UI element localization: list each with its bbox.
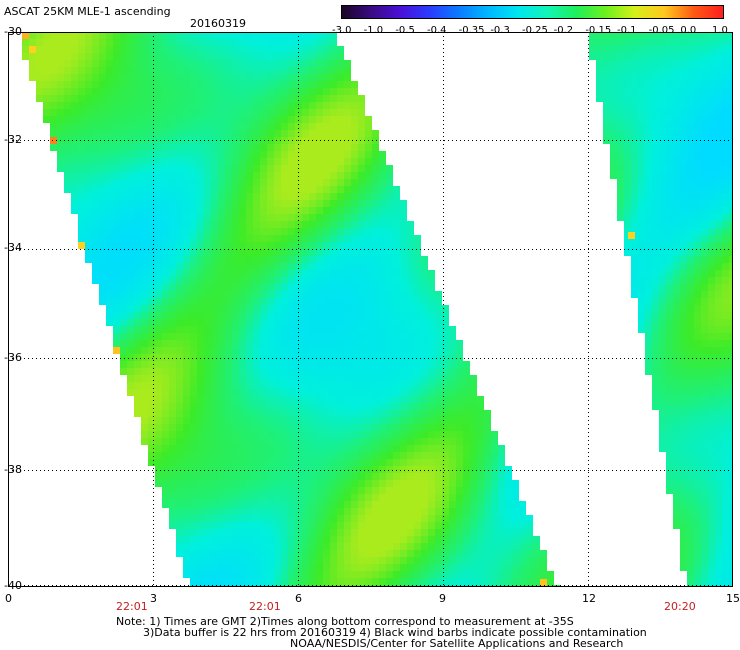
edge-highlight-cell [29,46,36,53]
colorbar-tick-label: -0.1 [617,25,637,36]
map-frame [8,32,733,587]
product-title: ASCAT 25KM MLE-1 ascending [4,5,171,18]
colorbar [341,5,724,19]
edge-highlight-cell [50,137,57,144]
edge-highlight-cell [22,32,29,39]
time-label-1: 22:01 [249,600,281,613]
lon-label-0: 0 [5,592,12,605]
edge-highlight-cell [540,579,547,586]
lon-label-2: 6 [295,592,302,605]
note-line-3: NOAA/NESDIS/Center for Satellite Applica… [290,637,624,650]
product-date: 20160319 [190,17,246,30]
edge-highlight-cell [628,232,635,239]
note-line-1: Note: 1) Times are GMT 2)Times along bot… [116,615,574,628]
swath-20-20 [589,32,733,587]
colorbar-tick-label: -0.4 [427,25,447,36]
colorbar-gradient [342,6,723,18]
colorbar-tick-label: 1.0 [712,25,728,36]
colorbar-tick-label: -0.05 [648,25,675,36]
colorbar-tick-label: -0.15 [585,25,612,36]
colorbar-tick-label: -1.0 [363,25,384,36]
colorbar-tick-label: 0.0 [680,25,697,36]
lat-label-3: -36 [4,351,22,364]
colorbar-tick-label: -0.5 [395,25,415,36]
lon-label-1: 3 [150,592,157,605]
edge-highlight-cell [113,347,120,354]
time-label-0: 22:01 [116,600,148,613]
lat-label-2: -34 [4,241,22,254]
swath-22-01 [22,32,561,587]
lat-label-5: -40 [4,579,22,592]
time-label-2: 20:20 [664,600,696,613]
colorbar-tick-label: -0.3 [490,25,510,36]
lat-label-4: -38 [4,463,22,476]
edge-highlight-cell [78,242,85,249]
colorbar-tick-label: -0.2 [553,25,574,36]
lon-label-3: 9 [439,592,446,605]
colorbar-tick-label: -3.0 [332,25,352,36]
lat-label-0: -30 [4,25,22,38]
colorbar-tick-label: -0.25 [522,25,548,36]
lon-label-4: 12 [582,592,596,605]
note-line-2: 3)Data buffer is 22 hrs from 20160319 4)… [143,626,647,639]
colorbar-tick-label: -0.35 [458,25,485,36]
lon-label-5: 15 [726,592,740,605]
lat-label-1: -32 [4,133,22,146]
map-plot [8,32,733,587]
